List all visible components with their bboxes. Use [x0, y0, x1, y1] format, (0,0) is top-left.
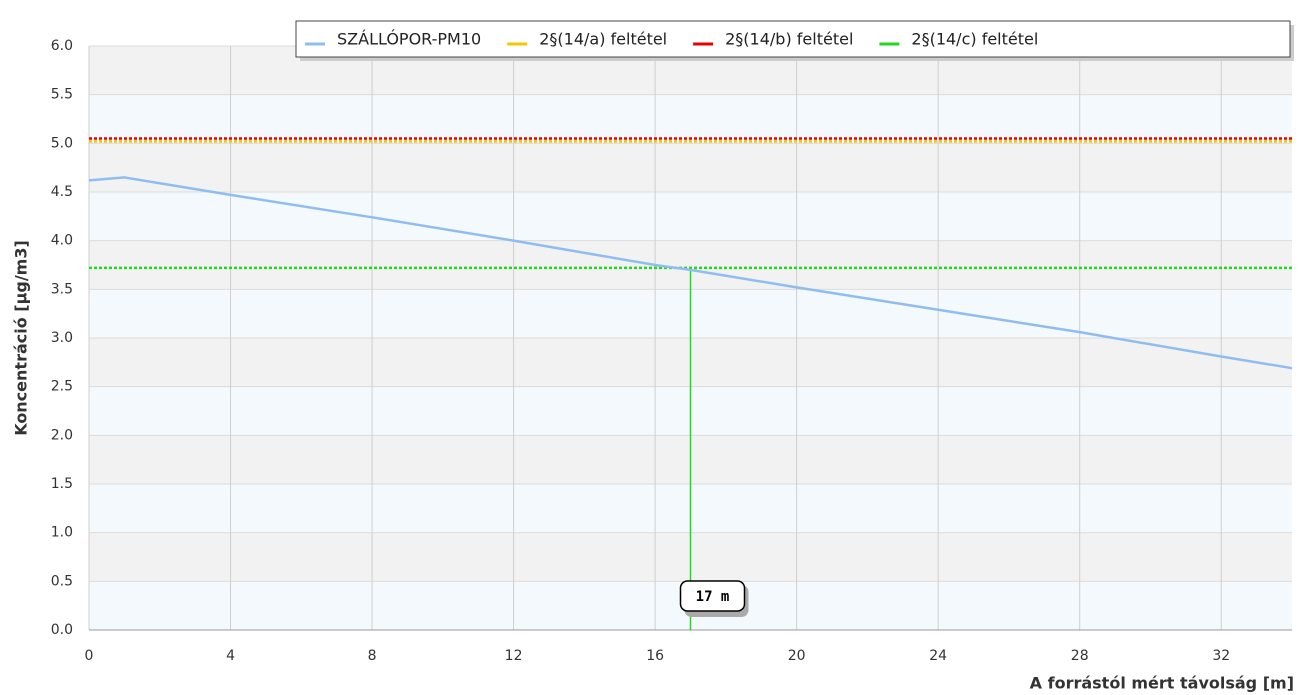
y-tick-label: 0.0 [51, 622, 73, 638]
x-tick-label: 20 [788, 648, 806, 664]
annotation-box [679, 580, 746, 612]
plot-band [89, 143, 1292, 192]
x-tick-label: 28 [1071, 648, 1089, 664]
data-line [88, 176, 1293, 370]
y-tick-label: 4.5 [51, 184, 73, 200]
x-tick-label: 8 [368, 648, 377, 664]
x-tick-label: 12 [505, 648, 523, 664]
y-tick-label: 2.0 [51, 427, 73, 443]
y-tick-label: 4.0 [51, 233, 73, 249]
y-tick-label: 1.5 [51, 476, 73, 492]
y-tick-label: 3.0 [51, 330, 73, 346]
x-tick-label: 32 [1212, 648, 1230, 664]
legend-label: SZÁLLÓPOR-PM10 [337, 30, 481, 49]
legend: SZÁLLÓPOR-PM10 2§(14/a) feltétel 2§(14/b) … [295, 20, 1294, 61]
plot-band [89, 192, 1292, 241]
y-tick-label: 5.5 [51, 87, 73, 103]
legend-label: 2§(14/b) feltétel [725, 30, 853, 49]
x-tick-label: 0 [85, 648, 94, 664]
legend-label: 2§(14/a) feltétel [539, 30, 667, 49]
y-tick-label: 0.5 [51, 573, 73, 589]
y-tick-label: 6.0 [51, 38, 73, 54]
legend-label: 2§(14/c) feltétel [911, 30, 1038, 49]
y-axis-title: Koncentráció [µg/m3] [12, 240, 31, 436]
x-tick-label: 4 [226, 648, 235, 664]
y-tick-label: 2.5 [51, 379, 73, 395]
y-tick-label: 5.0 [51, 135, 73, 151]
x-axis-title: A forrástól mért távolság [m] [1030, 674, 1294, 693]
x-tick-label: 16 [646, 648, 664, 664]
x-tick-label: 24 [929, 648, 947, 664]
legend-box [295, 20, 1291, 58]
annotation-label: 17 m [696, 589, 730, 605]
y-tick-label: 1.0 [51, 525, 73, 541]
y-tick-label: 3.5 [51, 281, 73, 297]
plot-band [89, 94, 1292, 144]
